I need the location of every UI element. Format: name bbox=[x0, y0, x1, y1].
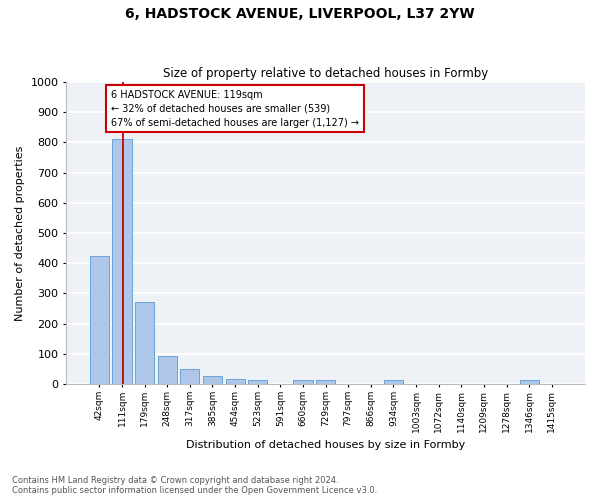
Bar bbox=[226, 378, 245, 384]
Bar bbox=[112, 139, 131, 384]
Bar bbox=[203, 376, 222, 384]
Bar bbox=[158, 356, 177, 384]
X-axis label: Distribution of detached houses by size in Formby: Distribution of detached houses by size … bbox=[186, 440, 465, 450]
Bar bbox=[90, 256, 109, 384]
Text: 6 HADSTOCK AVENUE: 119sqm
← 32% of detached houses are smaller (539)
67% of semi: 6 HADSTOCK AVENUE: 119sqm ← 32% of detac… bbox=[111, 90, 359, 128]
Bar bbox=[135, 302, 154, 384]
Bar bbox=[520, 380, 539, 384]
Bar bbox=[384, 380, 403, 384]
Y-axis label: Number of detached properties: Number of detached properties bbox=[15, 146, 25, 320]
Bar bbox=[180, 369, 199, 384]
Bar bbox=[248, 380, 268, 384]
Bar bbox=[316, 380, 335, 384]
Bar bbox=[293, 380, 313, 384]
Text: 6, HADSTOCK AVENUE, LIVERPOOL, L37 2YW: 6, HADSTOCK AVENUE, LIVERPOOL, L37 2YW bbox=[125, 8, 475, 22]
Text: Contains HM Land Registry data © Crown copyright and database right 2024.
Contai: Contains HM Land Registry data © Crown c… bbox=[12, 476, 377, 495]
Title: Size of property relative to detached houses in Formby: Size of property relative to detached ho… bbox=[163, 66, 488, 80]
